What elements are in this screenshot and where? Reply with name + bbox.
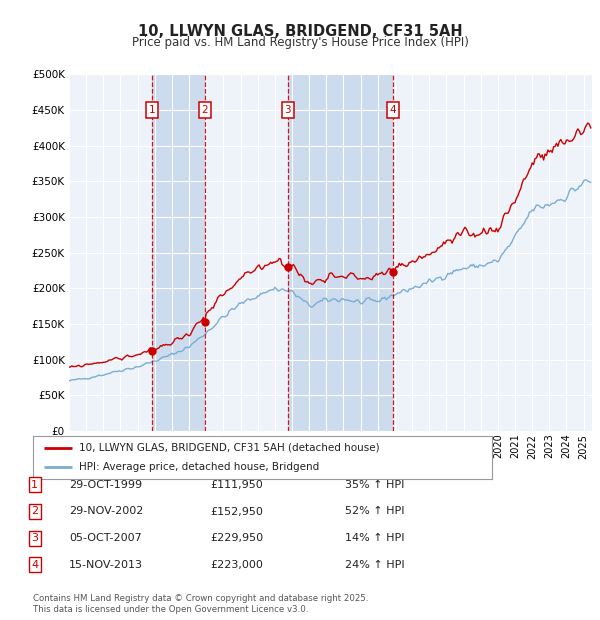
- Text: 29-OCT-1999: 29-OCT-1999: [69, 480, 142, 490]
- Text: 3: 3: [31, 533, 38, 543]
- Text: 1: 1: [31, 480, 38, 490]
- Text: £229,950: £229,950: [210, 533, 263, 543]
- Text: 1: 1: [149, 105, 155, 115]
- Text: 05-OCT-2007: 05-OCT-2007: [69, 533, 142, 543]
- Text: HPI: Average price, detached house, Bridgend: HPI: Average price, detached house, Brid…: [79, 463, 319, 472]
- Bar: [288, 74, 393, 431]
- Text: 14% ↑ HPI: 14% ↑ HPI: [345, 533, 404, 543]
- Text: 10, LLWYN GLAS, BRIDGEND, CF31 5AH (detached house): 10, LLWYN GLAS, BRIDGEND, CF31 5AH (deta…: [79, 443, 380, 453]
- Text: 24% ↑ HPI: 24% ↑ HPI: [345, 560, 404, 570]
- Text: £223,000: £223,000: [210, 560, 263, 570]
- Text: Contains HM Land Registry data © Crown copyright and database right 2025.: Contains HM Land Registry data © Crown c…: [33, 593, 368, 603]
- Text: 29-NOV-2002: 29-NOV-2002: [69, 507, 143, 516]
- Text: 3: 3: [284, 105, 291, 115]
- Text: 10, LLWYN GLAS, BRIDGEND, CF31 5AH: 10, LLWYN GLAS, BRIDGEND, CF31 5AH: [137, 24, 463, 38]
- Text: £111,950: £111,950: [210, 480, 263, 490]
- Text: Price paid vs. HM Land Registry's House Price Index (HPI): Price paid vs. HM Land Registry's House …: [131, 36, 469, 49]
- Text: 4: 4: [389, 105, 396, 115]
- Text: 35% ↑ HPI: 35% ↑ HPI: [345, 480, 404, 490]
- Text: 52% ↑ HPI: 52% ↑ HPI: [345, 507, 404, 516]
- Text: 15-NOV-2013: 15-NOV-2013: [69, 560, 143, 570]
- Text: 2: 2: [202, 105, 208, 115]
- Bar: [152, 74, 205, 431]
- Text: 2: 2: [31, 507, 38, 516]
- Text: This data is licensed under the Open Government Licence v3.0.: This data is licensed under the Open Gov…: [33, 604, 308, 614]
- Text: £152,950: £152,950: [210, 507, 263, 516]
- Text: 4: 4: [31, 560, 38, 570]
